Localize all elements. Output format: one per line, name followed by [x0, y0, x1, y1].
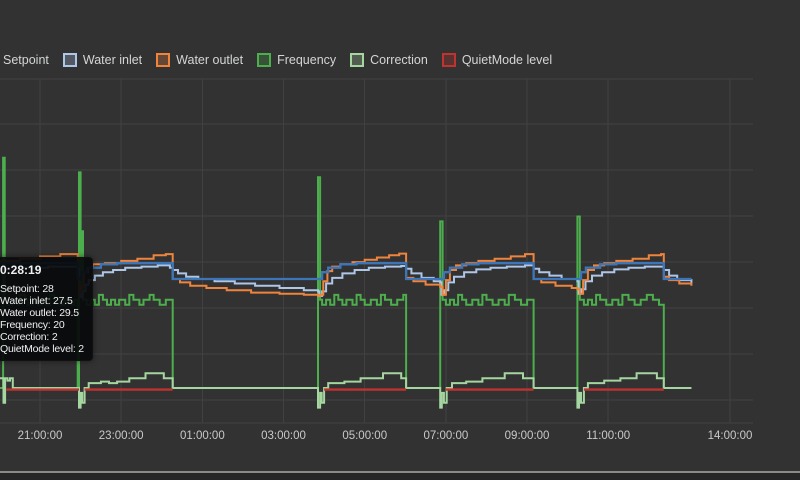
- legend-item-label: Water inlet: [82, 53, 143, 67]
- x-axis-tick-label: 07:00:00: [423, 430, 469, 442]
- legend-item-correction[interactable]: Correction: [350, 53, 428, 67]
- chart-legend: Setpoint Water inlet Water outlet Frequency…: [0, 53, 552, 67]
- legend-color-box: [441, 53, 456, 67]
- x-axis-tick-label: 09:00:00: [504, 430, 550, 442]
- legend-color-box: [257, 53, 272, 67]
- x-axis-labels: 21:00:00 23:00:00 01:00:00 03:00:00 05:00:00…: [0, 430, 800, 448]
- chart-series: [0, 156, 693, 409]
- legend-item-frequency[interactable]: Frequency: [257, 53, 336, 67]
- x-axis-tick-label: 01:00:00: [179, 430, 225, 442]
- x-axis-tick-label: 23:00:00: [98, 430, 144, 442]
- series-line-correction: [0, 372, 692, 409]
- x-axis-tick-label: 05:00:00: [342, 430, 388, 442]
- legend-item-label: Frequency: [277, 53, 337, 67]
- chart-gridlines: [0, 78, 753, 424]
- x-axis-tick-label: 03:00:00: [261, 430, 306, 442]
- x-axis-tick-label: 11:00:00: [586, 430, 631, 442]
- legend-item-label: Water outlet: [176, 53, 244, 67]
- legend-item-water-outlet[interactable]: Water outlet: [156, 53, 243, 67]
- x-axis-tick-label: 14:00:00: [707, 430, 753, 442]
- legend-item-label: Setpoint: [3, 53, 49, 67]
- legend-item-quietmode-level[interactable]: QuietMode level: [441, 53, 553, 67]
- panel-bottom-strip: [0, 473, 800, 480]
- legend-color-box: [350, 53, 365, 67]
- x-axis-tick-label: 21:00:00: [17, 430, 63, 442]
- legend-item-label: Correction: [370, 53, 428, 67]
- legend-color-box: [62, 53, 77, 67]
- legend-color-box: [156, 53, 171, 67]
- legend-item-water-inlet[interactable]: Water inlet: [62, 53, 143, 67]
- series-line-setpoint: [0, 262, 692, 281]
- legend-item-setpoint[interactable]: Setpoint: [0, 53, 49, 67]
- legend-item-label: QuietMode level: [461, 53, 553, 67]
- panel-separator: [0, 471, 800, 473]
